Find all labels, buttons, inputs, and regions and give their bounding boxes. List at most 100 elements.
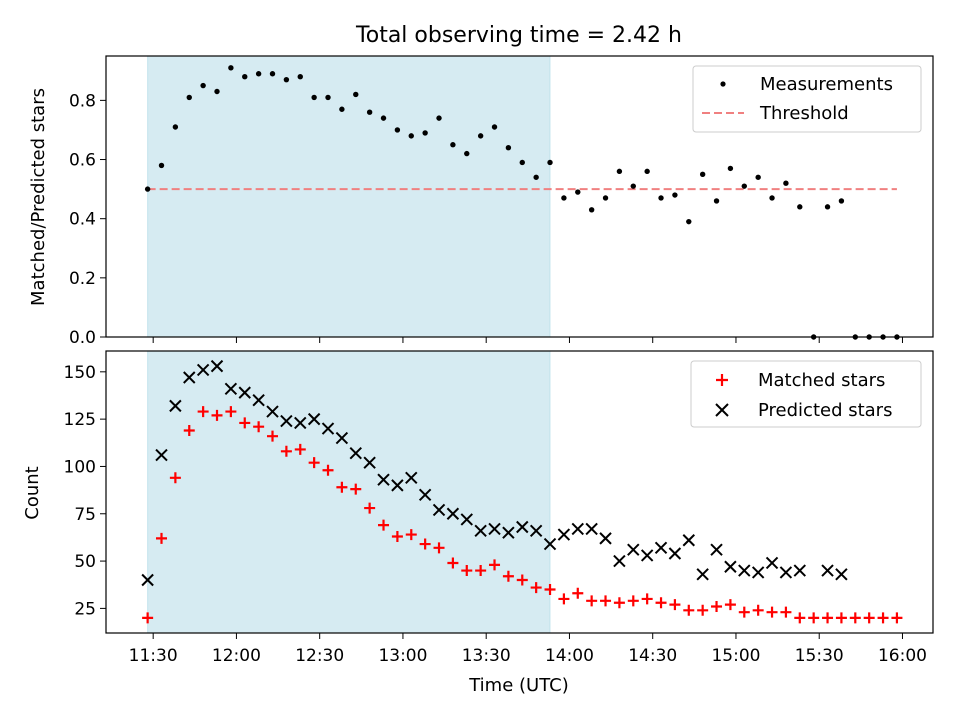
matched-stars-point — [641, 593, 653, 605]
predicted-stars-point — [432, 503, 446, 517]
matched-stars-point — [364, 502, 376, 514]
legend-marker-matched-stars — [716, 374, 728, 386]
x-tick-label: 16:00 — [878, 646, 927, 666]
legend-label-matched-stars: Matched stars — [758, 370, 885, 391]
measurement-point — [783, 180, 789, 186]
matched-stars-point — [711, 601, 723, 613]
measurement-point — [269, 71, 276, 77]
predicted-stars-point — [169, 399, 182, 413]
measurement-point — [297, 74, 303, 80]
top-panel: 0.0 0.2 0.4 0.6 0.8 — [69, 55, 934, 348]
matched-stars-point — [294, 443, 306, 455]
x-tick-label: 12:30 — [295, 646, 344, 666]
measurement-point — [797, 204, 803, 210]
matched-stars-point — [378, 519, 390, 531]
predicted-stars-point — [502, 526, 515, 539]
predicted-stars-point — [613, 554, 626, 568]
predicted-stars-point — [779, 566, 793, 579]
measurement-point — [769, 195, 775, 201]
predicted-stars-point — [349, 446, 362, 460]
matched-stars-point — [197, 406, 209, 418]
measurement-point — [339, 106, 345, 112]
matched-stars-point — [211, 409, 223, 421]
predicted-stars-point — [321, 422, 335, 435]
top-legend-frame — [692, 65, 922, 133]
measurement-point — [755, 174, 761, 180]
figure-title: Total observing time = 2.42 h — [355, 23, 682, 48]
measurement-point — [616, 168, 623, 175]
measurement-point — [464, 150, 470, 157]
predicted-stars-point — [821, 564, 834, 577]
measurement-point — [630, 183, 636, 189]
predicted-stars-point — [280, 414, 293, 428]
measurement-point — [561, 195, 567, 201]
matched-stars-point — [350, 483, 362, 495]
legend-label-predicted-stars: Predicted stars — [758, 400, 892, 421]
predicted-stars-point — [460, 513, 473, 526]
matched-stars-point — [489, 559, 501, 571]
predicted-stars-point — [418, 488, 432, 502]
predicted-stars-point — [474, 524, 487, 538]
matched-stars-point — [752, 604, 764, 616]
measurement-point — [491, 124, 498, 130]
axes-frame — [105, 55, 934, 338]
x-tick-label: 13:00 — [378, 646, 427, 666]
y-tick-label: 100 — [64, 457, 96, 477]
matched-stars-point — [891, 612, 903, 624]
bottom-y-axis-label: Count — [22, 466, 43, 519]
matched-stars-point — [225, 406, 237, 418]
measurement-point — [255, 71, 262, 77]
measurement-point — [824, 204, 831, 210]
predicted-stars-point — [710, 543, 723, 556]
predicted-stars-point — [516, 520, 529, 534]
axes-frame — [105, 350, 934, 634]
measurement-point — [172, 124, 179, 130]
matched-stars-point — [419, 538, 431, 550]
matched-stars-point — [267, 430, 279, 442]
predicted-stars-point — [765, 556, 779, 570]
x-tick-label: 14:30 — [628, 646, 677, 666]
predicted-stars-point — [751, 566, 765, 579]
matched-stars-point — [738, 606, 750, 618]
predicted-stars-point — [155, 448, 168, 462]
matched-stars-point — [697, 604, 709, 616]
measurement-point — [658, 195, 664, 201]
bottom-panel: 25 50 75 100 125 150 11:30 12:00 12:30 13:00 13:30… — [64, 350, 934, 666]
y-tick-label: 0.0 — [69, 328, 96, 348]
predicted-stars-point — [627, 543, 640, 556]
predicted-stars-point — [294, 416, 307, 430]
matched-stars-point — [391, 530, 403, 542]
legend-label-threshold: Threshold — [759, 103, 849, 124]
predicted-stars-point — [599, 532, 612, 545]
predicted-stars-point — [363, 456, 376, 469]
predicted-stars-point — [654, 541, 668, 555]
predicted-stars-point — [252, 394, 265, 407]
predicted-stars-point — [738, 564, 751, 577]
y-tick-label: 125 — [64, 410, 96, 430]
predicted-stars-point — [210, 359, 224, 373]
x-tick-label: 13:30 — [462, 646, 511, 666]
measurement-point — [353, 91, 359, 98]
matched-stars-point — [613, 597, 625, 609]
predicted-stars-point — [835, 568, 848, 581]
legend-label-measurements: Measurements — [760, 74, 893, 95]
predicted-stars-point — [183, 371, 196, 384]
bottom-legend-frame — [690, 360, 922, 428]
measurement-point — [311, 94, 317, 101]
measurement-point — [158, 162, 165, 169]
measurement-point — [519, 159, 525, 166]
legend-marker-measurements — [720, 81, 726, 87]
measurement-point — [380, 115, 387, 121]
measurement-point — [672, 192, 678, 198]
matched-stars-point — [655, 597, 667, 609]
observing-window-shade — [147, 350, 551, 634]
measurement-point — [242, 74, 248, 80]
predicted-stars-point — [446, 507, 460, 520]
matched-stars-point — [239, 417, 251, 429]
y-tick-label: 50 — [74, 552, 96, 572]
matched-stars-point — [336, 481, 348, 493]
matched-stars-point — [308, 457, 320, 469]
top-y-axis-label: Matched/Predicted stars — [28, 88, 49, 306]
measurement-point — [505, 144, 512, 151]
